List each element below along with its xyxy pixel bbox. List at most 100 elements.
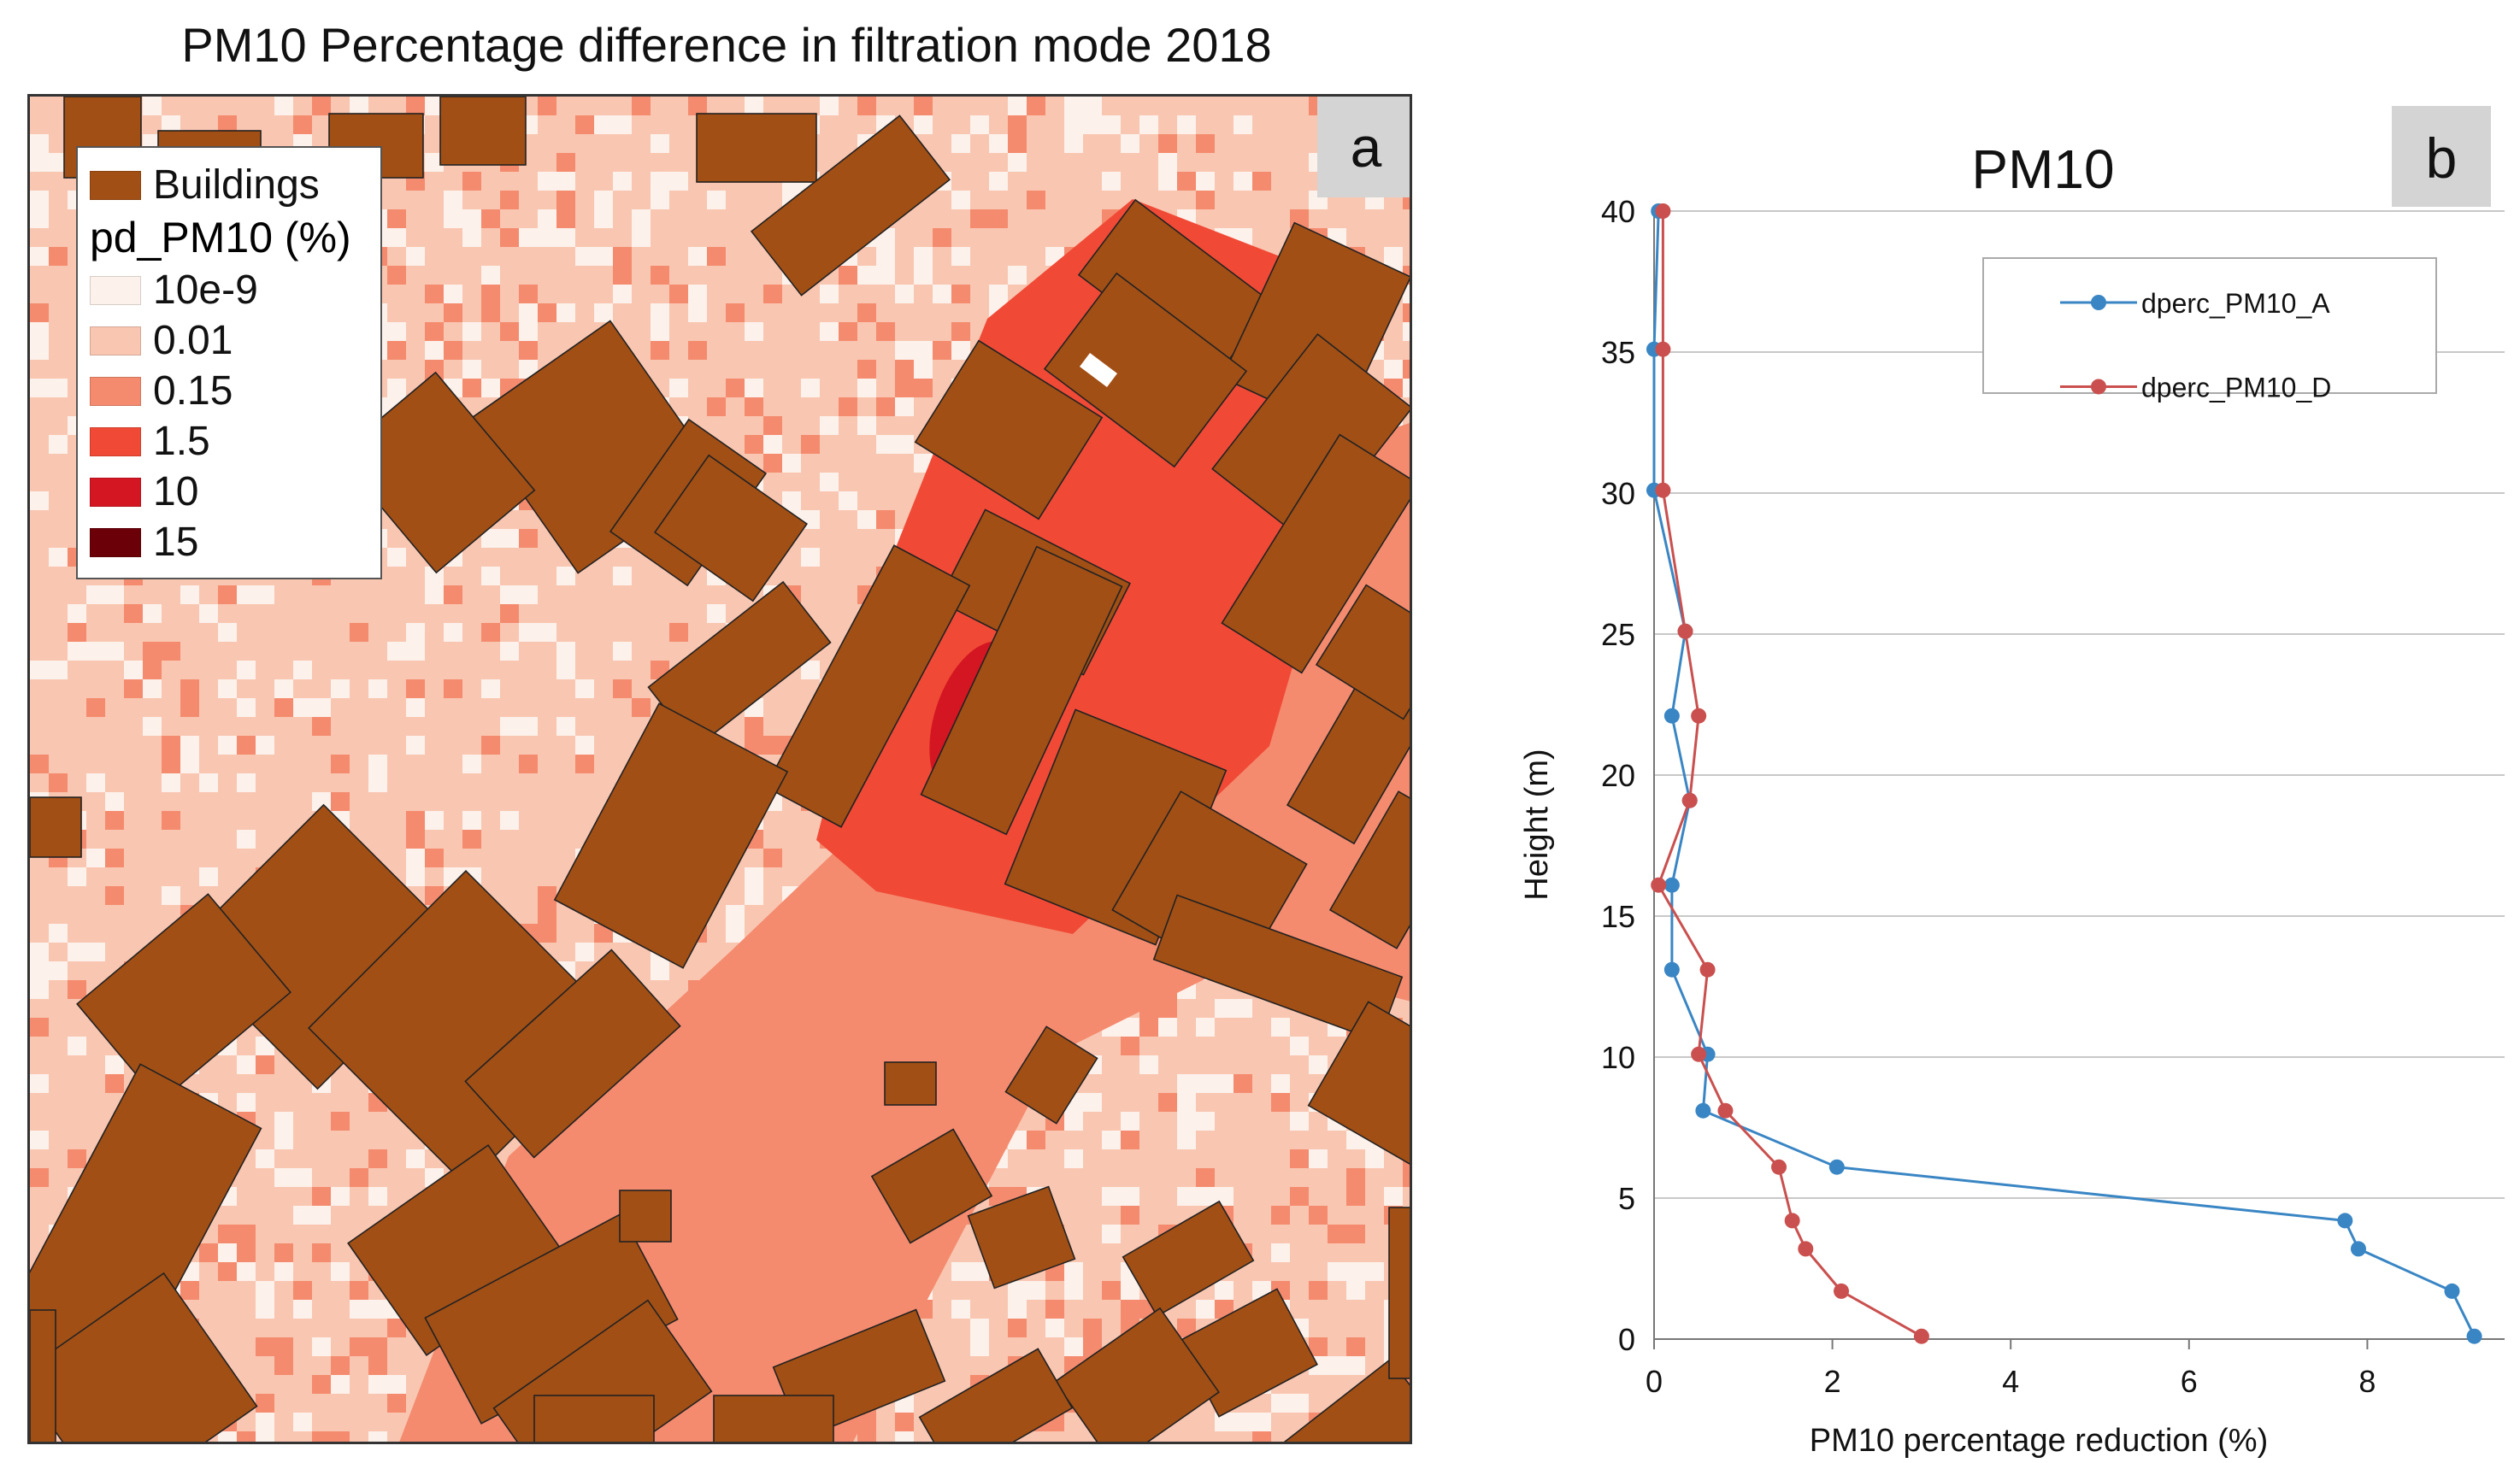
heat-cell bbox=[556, 191, 575, 209]
heat-cell bbox=[256, 736, 274, 755]
heat-cell bbox=[481, 266, 500, 285]
heat-cell bbox=[1309, 1055, 1328, 1074]
heat-cell bbox=[1177, 1187, 1196, 1206]
data-point bbox=[1681, 792, 1698, 808]
heat-cell bbox=[1271, 1243, 1290, 1262]
heat-cell bbox=[951, 1262, 970, 1281]
data-point bbox=[1771, 1159, 1787, 1175]
heat-cell bbox=[895, 379, 914, 397]
building-footprint bbox=[1122, 1200, 1255, 1318]
heat-cell bbox=[500, 228, 519, 247]
heat-cell bbox=[895, 1413, 914, 1431]
x-tick-label: 4 bbox=[2002, 1364, 2019, 1399]
heat-cell bbox=[1346, 1187, 1365, 1206]
heat-cell bbox=[143, 604, 162, 623]
heat-cell bbox=[293, 1206, 312, 1225]
data-point bbox=[1677, 623, 1693, 639]
heat-cell bbox=[519, 529, 538, 548]
legend-color-swatch bbox=[90, 275, 141, 305]
heat-cell bbox=[801, 379, 820, 397]
heat-cell bbox=[1064, 115, 1083, 134]
legend-scale-label: 15 bbox=[153, 520, 199, 565]
building-footprint bbox=[439, 97, 527, 166]
data-point bbox=[2466, 1328, 2482, 1344]
heat-cell bbox=[1008, 97, 1027, 115]
heat-cell bbox=[312, 1243, 331, 1262]
heat-cell bbox=[1365, 1149, 1384, 1168]
heat-cell bbox=[763, 849, 782, 867]
heat-cell bbox=[387, 642, 406, 661]
heat-cell bbox=[500, 191, 519, 209]
heat-cell bbox=[68, 980, 86, 999]
heat-cell bbox=[444, 303, 462, 322]
heat-cell bbox=[933, 285, 951, 303]
heat-cell bbox=[1083, 97, 1102, 115]
heat-cell bbox=[914, 97, 933, 115]
building-footprint bbox=[30, 796, 82, 858]
heat-cell bbox=[820, 473, 839, 491]
heat-cell bbox=[406, 642, 425, 661]
heat-cell bbox=[30, 980, 49, 999]
heat-cell bbox=[1346, 1168, 1365, 1187]
heat-cell bbox=[387, 1319, 406, 1337]
legend-series-label: dperc_PM10_D bbox=[2141, 372, 2331, 402]
heat-cell bbox=[331, 1112, 350, 1131]
heat-cell bbox=[30, 1131, 49, 1149]
heat-cell bbox=[68, 642, 86, 661]
heat-cell bbox=[237, 736, 256, 755]
heat-cell bbox=[895, 435, 914, 454]
heat-cell bbox=[951, 247, 970, 266]
legend-scale-item: 0.15 bbox=[90, 366, 368, 416]
heat-cell bbox=[651, 961, 669, 980]
heat-cell bbox=[970, 209, 989, 228]
heat-cell bbox=[1158, 153, 1177, 172]
heat-cell bbox=[745, 379, 763, 397]
heat-cell bbox=[444, 341, 462, 360]
heat-cell bbox=[914, 379, 933, 397]
heat-cell bbox=[500, 811, 519, 830]
heat-cell bbox=[726, 924, 745, 943]
heat-cell bbox=[726, 905, 745, 924]
heat-cell bbox=[1008, 115, 1027, 134]
heat-cell bbox=[462, 360, 481, 379]
heat-cell bbox=[895, 360, 914, 379]
heat-cell bbox=[1064, 97, 1083, 115]
heat-cell bbox=[500, 604, 519, 623]
heat-cell bbox=[1177, 1074, 1196, 1093]
heat-cell bbox=[30, 341, 49, 360]
heat-cell bbox=[1008, 153, 1027, 172]
heat-cell bbox=[481, 209, 500, 228]
legend-scale-item: 10e-9 bbox=[90, 265, 368, 315]
heat-cell bbox=[1271, 1394, 1290, 1413]
heat-cell bbox=[368, 1375, 387, 1394]
heat-cell bbox=[1102, 1225, 1121, 1243]
y-tick-label: 20 bbox=[1601, 758, 1635, 793]
heat-cell bbox=[1309, 1337, 1328, 1356]
heat-cell bbox=[651, 266, 669, 285]
heat-cell bbox=[933, 341, 951, 360]
heat-cell bbox=[669, 379, 688, 397]
data-point bbox=[1699, 961, 1716, 978]
heat-cell bbox=[1196, 1112, 1215, 1131]
heat-cell bbox=[1234, 172, 1252, 191]
heat-cell bbox=[538, 172, 556, 191]
heat-cell bbox=[1328, 1356, 1346, 1375]
building-footprint bbox=[1054, 1307, 1220, 1442]
legend-scale-label: 10 bbox=[153, 469, 199, 514]
x-tick-label: 2 bbox=[1824, 1364, 1841, 1399]
heat-cell bbox=[237, 1225, 256, 1243]
data-point bbox=[2337, 1213, 2353, 1229]
heat-cell bbox=[218, 1431, 237, 1442]
heat-cell bbox=[839, 266, 857, 285]
heat-cell bbox=[876, 247, 895, 266]
panel-b-letter-box bbox=[2392, 106, 2491, 207]
heat-cell bbox=[425, 285, 444, 303]
legend-scale-title: pd_PM10 (%) bbox=[90, 214, 351, 261]
panel-a-title: PM10 Percentage difference in filtration… bbox=[181, 18, 1272, 72]
heat-cell bbox=[556, 228, 575, 247]
heat-cell bbox=[1403, 379, 1410, 397]
heat-cell bbox=[387, 266, 406, 285]
heat-cell bbox=[49, 924, 68, 943]
heat-cell bbox=[500, 529, 519, 548]
heat-cell bbox=[481, 567, 500, 585]
